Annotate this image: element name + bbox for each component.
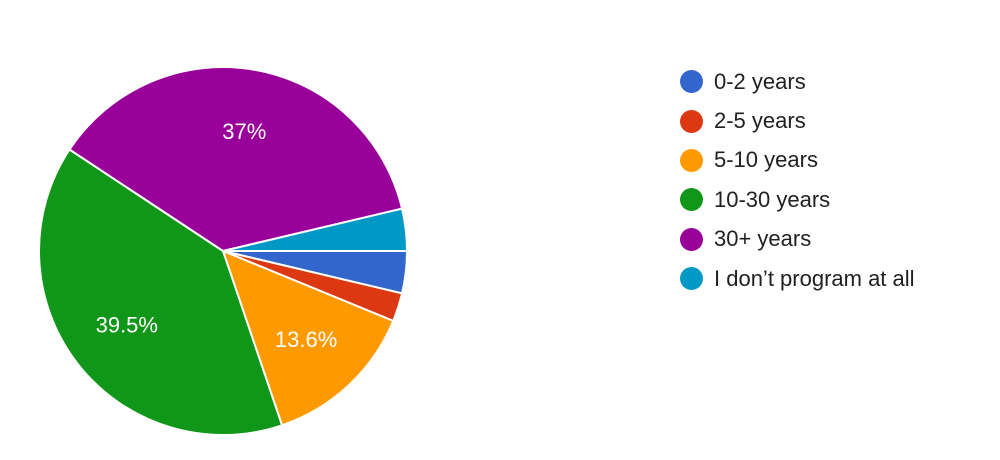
- legend-item-5-10-years: 5-10 years: [680, 141, 915, 180]
- pie-data-labels: 13.6% 39.5% 37%: [96, 119, 338, 352]
- legend-item-30-plus-years: 30+ years: [680, 220, 915, 259]
- legend-label: 5-10 years: [714, 147, 818, 173]
- pie-slice-10-30-years: [38, 148, 284, 436]
- legend-swatch: [680, 148, 703, 172]
- slice-data-label: 13.6%: [275, 327, 337, 352]
- pie-slice-30-years: [68, 66, 404, 252]
- legend: 0-2 years 2-5 years 5-10 years 10-30 yea…: [680, 62, 915, 298]
- legend-swatch: [680, 188, 703, 212]
- legend-item-2-5-years: 2-5 years: [680, 101, 915, 140]
- legend-swatch: [680, 109, 703, 133]
- pie-slice-5-10-years: [222, 250, 395, 427]
- pie-slices: [38, 66, 408, 436]
- slice-data-label: 39.5%: [96, 313, 158, 338]
- legend-label: 2-5 years: [714, 108, 806, 134]
- legend-label: 30+ years: [714, 226, 812, 252]
- legend-label: 10-30 years: [714, 186, 831, 212]
- legend-item-10-30-years: 10-30 years: [680, 180, 915, 219]
- legend-label: 0-2 years: [714, 68, 806, 94]
- pie-slice-i-don-t-program-at-all: [222, 207, 408, 252]
- legend-item-no-programming: I don’t program at all: [680, 259, 915, 298]
- legend-item-0-2-years: 0-2 years: [680, 62, 915, 101]
- legend-swatch: [680, 70, 703, 94]
- slice-data-label: 37%: [222, 119, 266, 144]
- legend-swatch: [680, 267, 703, 291]
- legend-swatch: [680, 227, 703, 251]
- legend-label: I don’t program at all: [714, 265, 915, 291]
